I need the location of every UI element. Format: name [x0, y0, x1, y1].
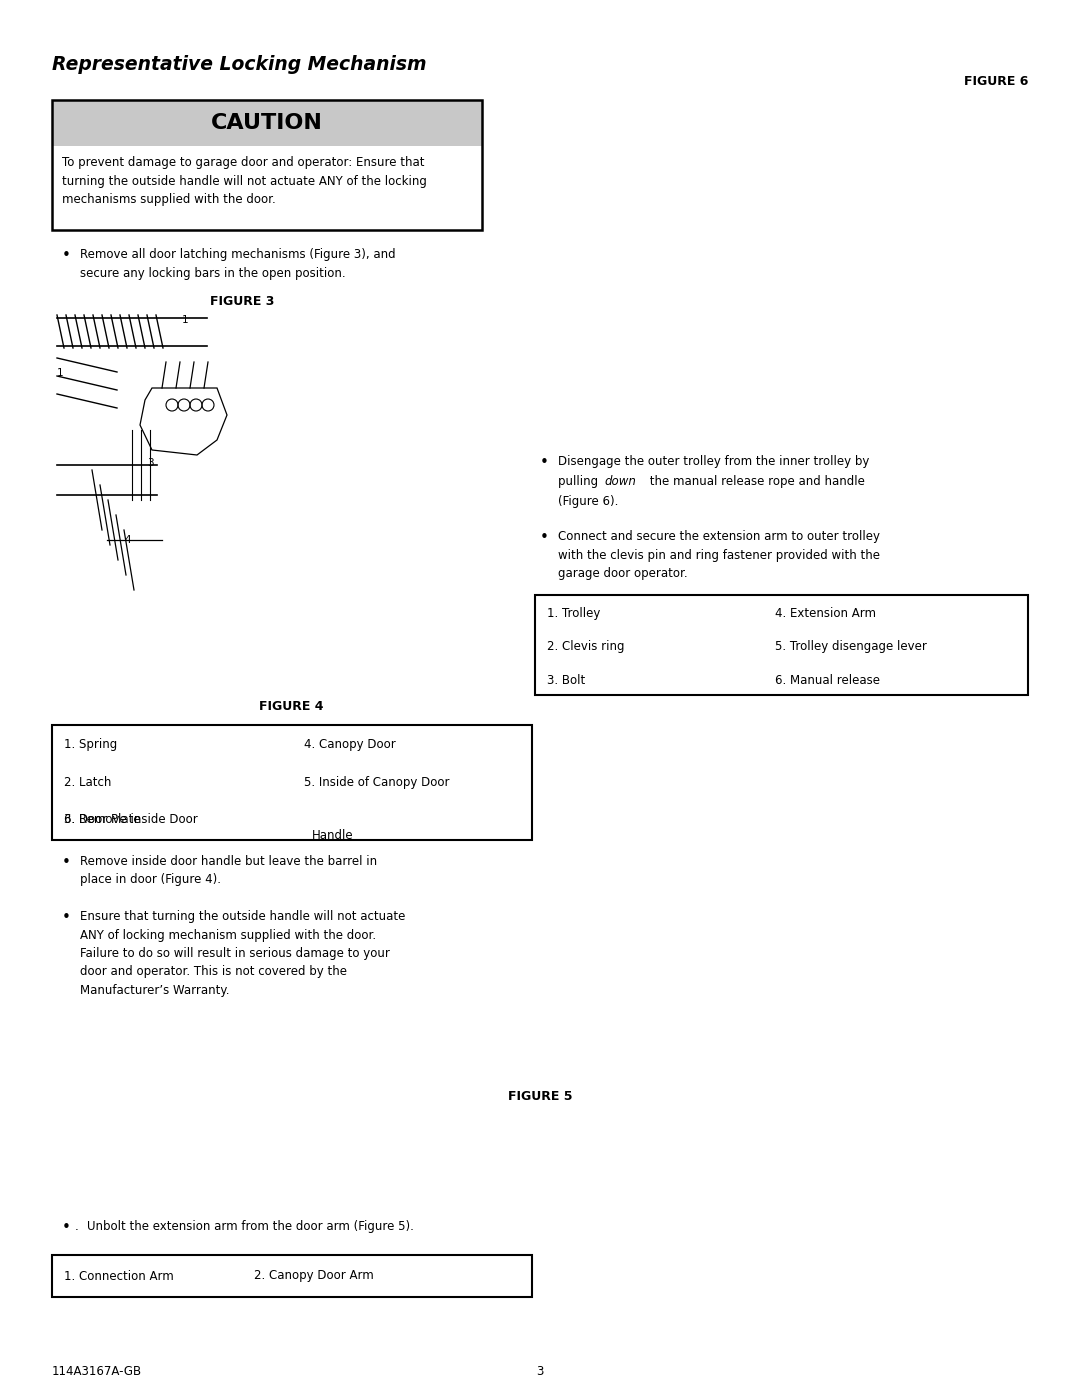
Text: •: • — [62, 1220, 71, 1235]
Text: Unbolt the extension arm from the door arm (Figure 5).: Unbolt the extension arm from the door a… — [87, 1220, 414, 1234]
Bar — [535, 595, 1028, 694]
Text: Connect and secure the extension arm to outer trolley
with the clevis pin and ri: Connect and secure the extension arm to … — [558, 529, 880, 580]
Text: the manual release rope and handle: the manual release rope and handle — [646, 475, 865, 488]
Text: FIGURE 5: FIGURE 5 — [508, 1090, 572, 1104]
Text: — 4 —: — 4 — — [110, 535, 147, 545]
Text: 2. Latch: 2. Latch — [64, 775, 111, 789]
Text: 1: 1 — [183, 314, 189, 326]
Text: To prevent damage to garage door and operator: Ensure that
turning the outside h: To prevent damage to garage door and ope… — [62, 156, 427, 205]
Text: pulling: pulling — [558, 475, 602, 488]
Text: 3: 3 — [147, 458, 153, 468]
Text: 4. Canopy Door: 4. Canopy Door — [303, 738, 395, 750]
Text: 114A3167A-GB: 114A3167A-GB — [52, 1365, 143, 1377]
Text: FIGURE 4: FIGURE 4 — [259, 700, 323, 712]
Text: •: • — [540, 455, 549, 469]
Text: (Figure 6).: (Figure 6). — [558, 495, 619, 509]
Text: CAUTION: CAUTION — [211, 113, 323, 133]
Text: down: down — [604, 475, 636, 488]
Text: 1. Spring: 1. Spring — [64, 738, 118, 750]
Text: Ensure that turning the outside handle will not actuate
ANY of locking mechanism: Ensure that turning the outside handle w… — [80, 909, 405, 997]
Text: 3. Bolt: 3. Bolt — [546, 673, 585, 686]
Text: FIGURE 6: FIGURE 6 — [963, 75, 1028, 88]
Text: •: • — [62, 855, 71, 870]
Text: Disengage the outer trolley from the inner trolley by: Disengage the outer trolley from the inn… — [558, 455, 869, 468]
Text: •: • — [62, 909, 71, 925]
Text: Handle: Handle — [312, 828, 353, 842]
Text: 3. Door Plate: 3. Door Plate — [64, 813, 140, 826]
Text: 1: 1 — [57, 367, 64, 379]
Text: 3: 3 — [537, 1365, 543, 1377]
Bar — [52, 101, 482, 147]
Text: 6. Manual release: 6. Manual release — [774, 673, 880, 686]
Text: Remove all door latching mechanisms (Figure 3), and
secure any locking bars in t: Remove all door latching mechanisms (Fig… — [80, 249, 395, 279]
Text: 2. Canopy Door Arm: 2. Canopy Door Arm — [254, 1270, 374, 1282]
Text: 1. Connection Arm: 1. Connection Arm — [64, 1270, 174, 1282]
Text: 5. Trolley disengage lever: 5. Trolley disengage lever — [774, 640, 927, 654]
Text: •: • — [540, 529, 549, 545]
Text: •: • — [62, 249, 71, 263]
Text: 5. Inside of Canopy Door: 5. Inside of Canopy Door — [303, 775, 449, 789]
Text: 4. Extension Arm: 4. Extension Arm — [774, 606, 876, 620]
Text: FIGURE 3: FIGURE 3 — [210, 295, 274, 307]
Text: Remove inside door handle but leave the barrel in
place in door (Figure 4).: Remove inside door handle but leave the … — [80, 855, 377, 887]
Bar — [52, 101, 482, 231]
Bar — [52, 1255, 532, 1296]
Bar — [52, 725, 532, 840]
Text: Representative Locking Mechanism: Representative Locking Mechanism — [52, 54, 427, 74]
Text: .: . — [75, 1220, 79, 1234]
Text: 1. Trolley: 1. Trolley — [546, 606, 600, 620]
Text: 6. Remove inside Door: 6. Remove inside Door — [64, 813, 198, 826]
Text: 2. Clevis ring: 2. Clevis ring — [546, 640, 624, 654]
